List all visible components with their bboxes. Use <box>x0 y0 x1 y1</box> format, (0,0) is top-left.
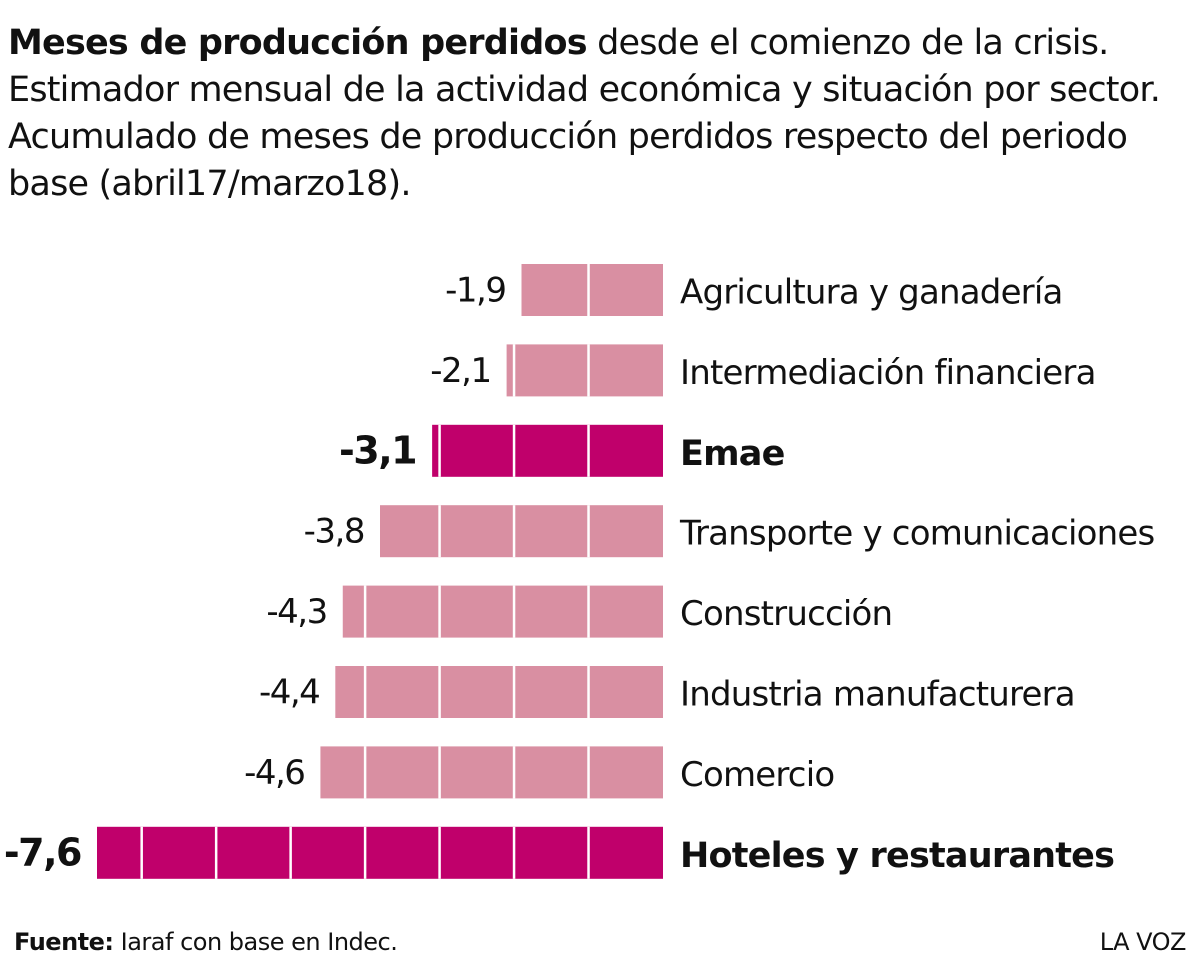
category-label: Intermediación financiera <box>680 353 1096 393</box>
value-label: -7,6 <box>4 830 81 874</box>
value-label: -2,1 <box>430 351 490 391</box>
source: Fuente: Iaraf con base en Indec. <box>14 928 398 956</box>
footer: Fuente: Iaraf con base en Indec. LA VOZ <box>14 928 1187 956</box>
value-label: -3,1 <box>339 428 416 472</box>
category-label: Comercio <box>680 755 834 795</box>
value-label: -4,6 <box>244 753 304 793</box>
bar <box>97 826 663 879</box>
source-label: Fuente: <box>14 928 114 956</box>
category-label: Emae <box>680 434 785 474</box>
chart-subtitle: desde el comienzo de la crisis. Estimado… <box>8 23 1161 204</box>
bar <box>342 585 663 638</box>
source-text: Iaraf con base en Indec. <box>120 928 398 956</box>
bar <box>521 264 663 316</box>
bar <box>432 424 663 477</box>
bar <box>380 505 663 558</box>
bar <box>320 746 663 799</box>
category-label: Construcción <box>680 594 892 634</box>
header: Meses de producción perdidos desde el co… <box>8 20 1198 208</box>
value-label: -3,8 <box>304 512 364 552</box>
brand: LA VOZ <box>1099 928 1187 956</box>
category-label: Transporte y comunicaciones <box>679 514 1154 554</box>
bar <box>335 666 663 718</box>
chart-title: Meses de producción perdidos <box>8 23 588 63</box>
bar <box>506 344 663 397</box>
category-label: Industria manufacturera <box>680 675 1075 715</box>
category-label: Agricultura y ganadería <box>680 273 1063 313</box>
value-label: -4,3 <box>266 592 326 632</box>
category-label: Hoteles y restaurantes <box>680 836 1114 876</box>
value-label: -1,9 <box>445 271 505 311</box>
value-label: -4,4 <box>259 673 319 713</box>
